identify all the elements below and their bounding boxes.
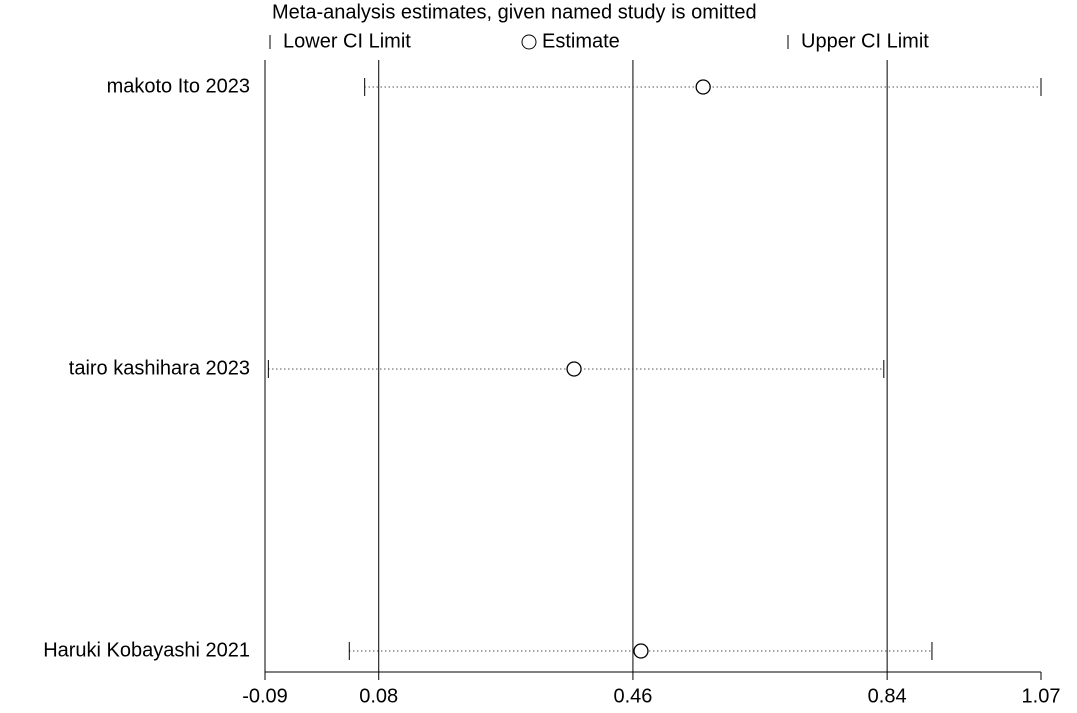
y-tick-label: tairo kashihara 2023 bbox=[69, 357, 250, 379]
legend-label: Lower CI Limit bbox=[283, 30, 411, 52]
estimate bbox=[695, 79, 711, 95]
x-tick-label: 0.46 bbox=[613, 685, 652, 707]
estimate bbox=[633, 643, 649, 659]
x-tick-label: 0.84 bbox=[868, 685, 907, 707]
chart-title: Meta-analysis estimates, given named stu… bbox=[272, 1, 757, 23]
x-tick-label: 1.07 bbox=[1022, 685, 1061, 707]
legend-marker bbox=[521, 34, 537, 50]
legend-label: Upper CI Limit bbox=[801, 30, 929, 52]
x-tick-label: 0.08 bbox=[359, 685, 398, 707]
y-tick-label: Haruki Kobayashi 2021 bbox=[43, 639, 250, 661]
legend-label: Estimate bbox=[542, 30, 620, 52]
x-tick-label: -0.09 bbox=[242, 685, 288, 707]
estimate bbox=[566, 361, 582, 377]
y-tick-label: makoto Ito 2023 bbox=[107, 75, 250, 97]
